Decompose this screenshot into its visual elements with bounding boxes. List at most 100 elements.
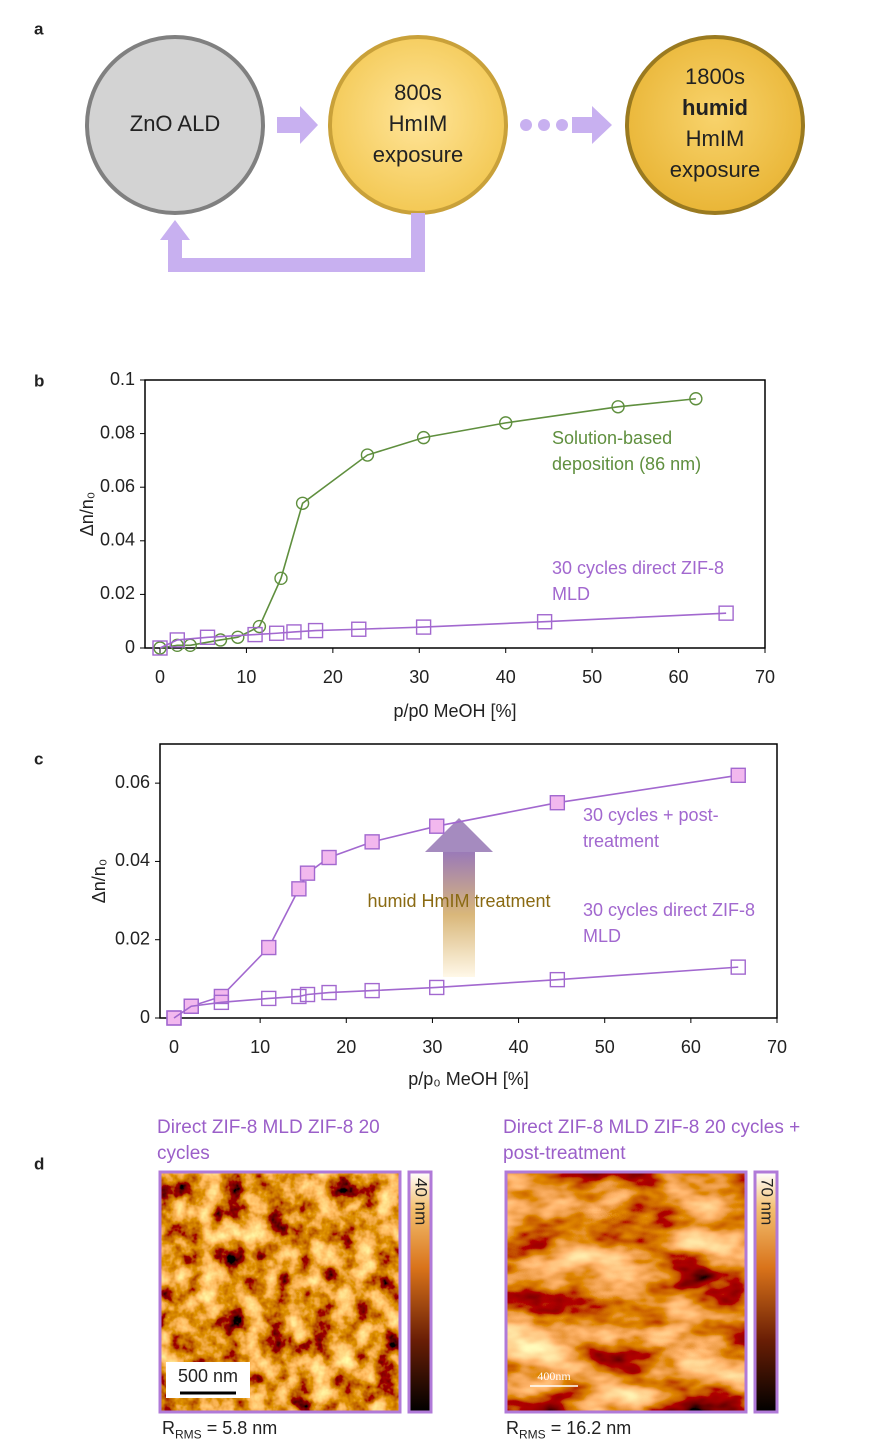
marker <box>252 619 267 634</box>
marker <box>321 849 337 866</box>
x-tick-label: 40 <box>496 667 516 687</box>
series-label: 30 cycles direct ZIF-8 MLD <box>552 558 725 604</box>
rms: RRMS = 5.8 nm <box>162 1418 277 1442</box>
scalebar-label: 400nm <box>537 1369 571 1383</box>
marker <box>364 834 380 850</box>
rms-value: = 16.2 nm <box>550 1418 632 1438</box>
rms-subscript: RMS <box>175 1427 202 1442</box>
series-label: 30 cycles + post-treatment <box>583 805 719 851</box>
marker <box>549 971 566 988</box>
marker <box>153 641 167 655</box>
dot <box>556 119 568 131</box>
y-tick-label: 0.06 <box>115 772 150 792</box>
dot <box>538 119 550 131</box>
marker <box>429 818 445 834</box>
series-label: 30 cycles direct ZIF-8 MLD <box>583 900 756 946</box>
arrow <box>277 106 318 144</box>
marker <box>299 986 316 1003</box>
arrow-head <box>160 220 190 240</box>
y-tick-label: 0 <box>125 637 135 657</box>
panel-label: a <box>34 19 44 38</box>
scalebar-label: 500 nm <box>178 1366 238 1386</box>
marker <box>730 959 746 975</box>
marker <box>183 638 197 653</box>
series-line <box>159 397 696 649</box>
x-tick-label: 50 <box>595 1037 615 1057</box>
rms: RRMS = 16.2 nm <box>506 1418 631 1442</box>
x-tick-label: 20 <box>336 1037 356 1057</box>
x-axis-label: p/p0 MeOH [%] <box>393 701 516 721</box>
rms-symbol: R <box>506 1418 519 1438</box>
marker <box>718 605 734 621</box>
x-tick-label: 10 <box>236 667 256 687</box>
node-text: exposure <box>373 142 464 167</box>
node-text: exposure <box>670 157 761 182</box>
y-axis-label: Δn/n₀ <box>77 492 97 537</box>
marker <box>611 400 625 414</box>
marker <box>689 392 703 406</box>
y-tick-label: 0.02 <box>100 583 135 603</box>
node-text: 1800s <box>685 64 745 89</box>
marker <box>499 416 513 430</box>
marker <box>295 496 310 510</box>
panel-label: b <box>34 371 44 390</box>
marker <box>416 430 431 445</box>
marker <box>183 998 199 1014</box>
afm-frame <box>504 1170 748 1414</box>
node-text: HmIM <box>389 111 448 136</box>
x-tick-label: 20 <box>323 667 343 687</box>
x-tick-label: 70 <box>767 1037 787 1057</box>
afm-frame <box>158 1170 402 1414</box>
marker <box>247 626 263 643</box>
colorbar <box>753 1170 779 1414</box>
y-tick-label: 0.04 <box>115 850 150 870</box>
marker <box>152 640 168 656</box>
marker <box>536 614 553 630</box>
image-title: Direct ZIF-8 MLD ZIF-8 20 cycles <box>157 1117 380 1164</box>
marker <box>199 629 216 645</box>
marker <box>730 767 746 784</box>
marker <box>231 630 245 644</box>
annotation: humid HmIM treatment <box>367 891 550 911</box>
treatment-arrow <box>443 852 475 977</box>
y-tick-label: 0.06 <box>100 476 135 496</box>
rms-symbol: R <box>162 1418 175 1438</box>
x-tick-label: 0 <box>155 667 165 687</box>
marker <box>307 622 324 639</box>
marker <box>415 619 432 635</box>
panel-label: d <box>34 1154 44 1173</box>
dot <box>520 119 532 131</box>
rms-subscript: RMS <box>519 1427 546 1442</box>
x-tick-label: 70 <box>755 667 775 687</box>
marker <box>169 632 185 648</box>
marker <box>351 621 367 637</box>
arrow <box>572 106 612 144</box>
marker <box>213 994 230 1011</box>
x-axis-label: p/p₀ MeOH [%] <box>408 1069 529 1089</box>
marker <box>274 571 288 586</box>
marker <box>549 795 566 811</box>
marker <box>299 865 316 881</box>
rms-value: = 5.8 nm <box>206 1418 278 1438</box>
y-tick-label: 0 <box>140 1007 150 1027</box>
marker <box>429 979 445 996</box>
colorbar <box>407 1170 433 1414</box>
return-arrow <box>168 213 425 272</box>
node-text: HmIM <box>686 126 745 151</box>
y-tick-label: 0.02 <box>115 928 150 948</box>
node-text: humid <box>682 95 748 120</box>
node-circle <box>625 35 805 215</box>
treatment-arrow-head <box>425 818 493 852</box>
y-tick-label: 0.08 <box>100 422 135 442</box>
node-text: 800s <box>394 80 442 105</box>
marker <box>321 984 337 1001</box>
panel-label: c <box>34 749 43 768</box>
x-tick-label: 60 <box>681 1037 701 1057</box>
afm-image <box>506 1172 746 1412</box>
x-tick-label: 10 <box>250 1037 270 1057</box>
marker <box>261 939 277 956</box>
x-tick-label: 0 <box>169 1037 179 1057</box>
colorbar-label: 70 nm <box>758 1178 777 1225</box>
